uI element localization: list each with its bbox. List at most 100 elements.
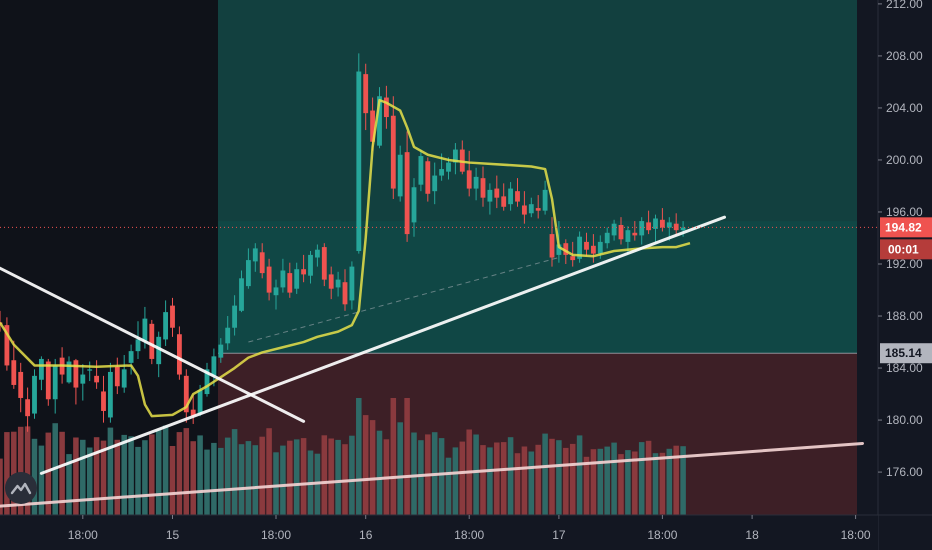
candle-body (473, 176, 479, 189)
volume-bar (563, 447, 569, 515)
volume-bar (204, 449, 210, 515)
volume-bar (638, 442, 645, 515)
entry-price-label: 185.14 (885, 346, 922, 360)
volume-bar (273, 452, 279, 515)
time-tick-label: 15 (166, 528, 180, 542)
trendline (39, 215, 726, 475)
candle-body (328, 274, 334, 289)
candle-body (597, 241, 603, 254)
volume-bar (618, 454, 624, 515)
candle-body (301, 269, 307, 275)
volume-bar (528, 451, 535, 515)
price-tick-label: 196.00 (886, 205, 923, 219)
candle-body (563, 243, 569, 255)
candle-body (653, 218, 658, 229)
volume-bar (390, 398, 397, 515)
candle-body (508, 188, 514, 205)
candle-body (446, 162, 451, 172)
volume-bar (128, 436, 134, 515)
candle-body (52, 365, 58, 400)
volume-bar (659, 452, 666, 515)
candle-body (501, 196, 507, 207)
candle-body (584, 241, 589, 250)
volume-bar (438, 438, 445, 515)
candle-body (45, 361, 51, 400)
volume-bar (190, 441, 196, 515)
candle-body (549, 234, 555, 258)
volume-bar (80, 439, 86, 515)
candle-body (156, 336, 162, 365)
volume-bar (356, 398, 362, 515)
candle-body (542, 189, 548, 211)
volume-bar (487, 447, 493, 515)
candle-body (101, 391, 106, 411)
candle-body (335, 279, 341, 288)
candle-body (321, 247, 327, 280)
volume-bar (142, 440, 148, 515)
volume-bar (645, 440, 652, 515)
volume-bar (107, 427, 114, 515)
candle-body (418, 156, 424, 185)
candle-body (287, 273, 293, 293)
price-tick-label: 184.00 (886, 361, 923, 375)
volume-bar (45, 432, 52, 515)
volume-bar (445, 457, 452, 515)
volume-bar (583, 456, 590, 515)
volume-bar (266, 428, 272, 515)
volume-bar (280, 445, 286, 515)
candle-body (232, 305, 238, 328)
volume-bar (569, 443, 576, 515)
candle-body (190, 409, 196, 417)
time-axis[interactable]: 18:00 15 18:00 16 18:00 17 18:00 18 18:00 (0, 514, 932, 550)
volume-bar (418, 440, 424, 515)
candle-body (632, 232, 638, 236)
volume-bar (31, 438, 38, 515)
volume-bar (625, 450, 631, 515)
time-tick-label: 17 (552, 528, 566, 542)
logo-glyph (10, 482, 32, 495)
candle-body (618, 224, 624, 240)
candle-body (225, 327, 231, 344)
candle-body (404, 152, 410, 235)
volume-bar (259, 436, 265, 515)
countdown-label: 00:01 (888, 242, 919, 256)
candle-body (625, 230, 631, 242)
volume-bar (121, 434, 127, 515)
volume-bar (362, 415, 369, 515)
candle-body (87, 369, 93, 371)
volume-bar (556, 440, 562, 515)
candle-body (107, 371, 113, 418)
volume-bar (135, 446, 141, 515)
entry-price-badge (880, 343, 932, 364)
volume-bar (0, 458, 3, 515)
candle-body (11, 360, 17, 385)
candle-body (94, 375, 100, 383)
volume-bar (300, 438, 307, 515)
candle-body (659, 219, 665, 228)
volume-bar (611, 442, 617, 515)
candle-body (245, 260, 251, 287)
volume-bar (604, 446, 610, 515)
candle-body (452, 149, 458, 163)
volume-bar (224, 437, 231, 515)
candle-body (163, 312, 169, 340)
candle-body (377, 96, 382, 146)
volume-bar (376, 430, 383, 515)
candle-body (32, 375, 37, 414)
candle-body (466, 170, 472, 189)
volume-bar (93, 437, 100, 515)
price-tick-label: 212.00 (886, 0, 923, 11)
volume-bar (59, 431, 65, 515)
volume-bar (459, 441, 466, 515)
price-axis[interactable]: 176.00 180.00 184.00 188.00 192.00 196.00 200.… (877, 0, 932, 550)
candle-body (18, 371, 24, 398)
volume-bar (86, 447, 93, 515)
volume-bar (169, 446, 176, 515)
volume-bar (680, 446, 686, 515)
tradingview-cloud-icon[interactable] (5, 472, 37, 504)
volume-bar (238, 444, 245, 515)
candle-body (176, 334, 182, 375)
volume-bar (521, 446, 528, 515)
